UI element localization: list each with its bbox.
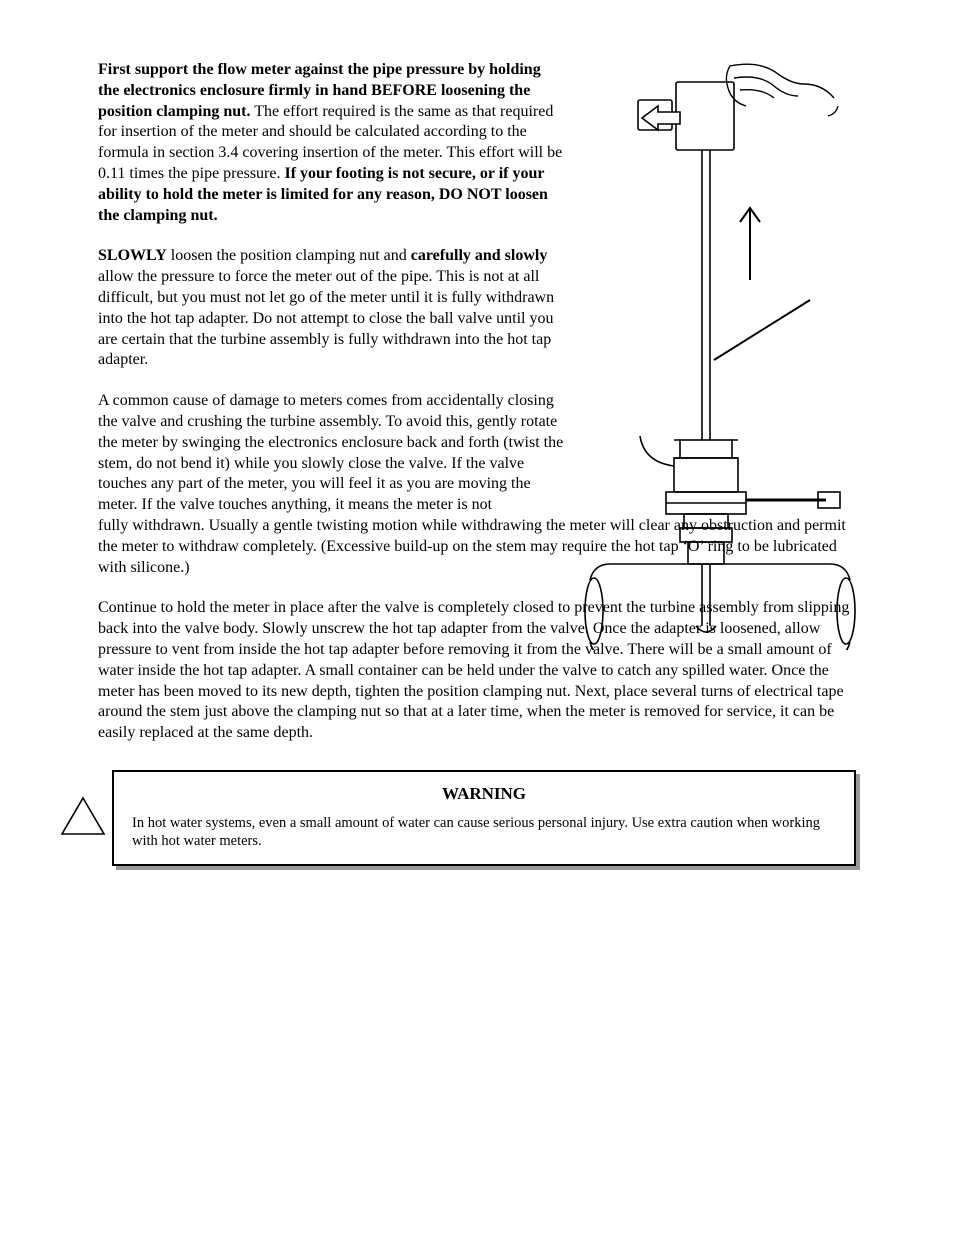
p2-mid: loosen the position clamping nut and (167, 247, 411, 264)
p2-rest: allow the pressure to force the meter ou… (98, 268, 554, 368)
warning-box: WARNING In hot water systems, even a sma… (112, 770, 856, 866)
meter-withdrawal-diagram-icon (580, 60, 860, 650)
paragraph-2: SLOWLY loosen the position clamping nut … (98, 246, 564, 371)
warning-body: In hot water systems, even a small amoun… (132, 814, 836, 850)
paragraph-1: First support the flow meter against the… (98, 60, 564, 226)
meter-withdrawal-figure (580, 60, 860, 650)
warning-title: WARNING (132, 784, 836, 804)
warning-triangle-icon (60, 795, 106, 842)
p2-bold1: SLOWLY (98, 247, 167, 264)
top-section: First support the flow meter against the… (98, 60, 856, 744)
document-page: First support the flow meter against the… (0, 0, 954, 1235)
p2-bold2: carefully and slowly (411, 247, 548, 264)
warning-section: WARNING In hot water systems, even a sma… (98, 770, 856, 866)
p3-narrow-part: A common cause of damage to meters comes… (98, 391, 564, 516)
